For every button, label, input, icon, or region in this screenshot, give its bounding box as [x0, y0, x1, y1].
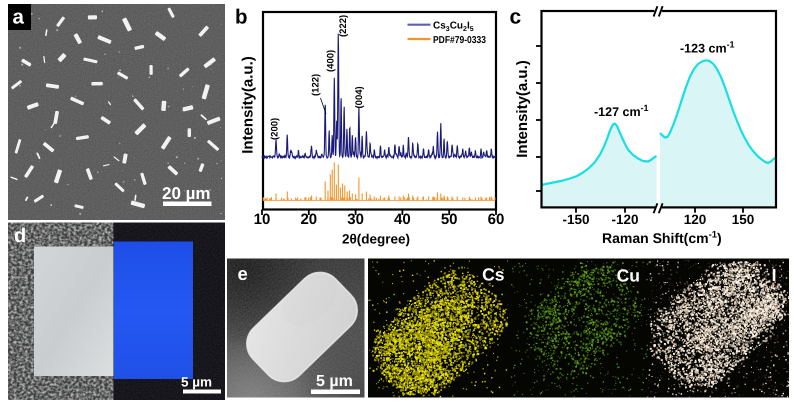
- svg-text:-127 cm-1: -127 cm-1: [594, 103, 649, 119]
- svg-text:-123 cm-1: -123 cm-1: [680, 40, 735, 56]
- svg-text:Cu: Cu: [617, 266, 640, 286]
- svg-text:30: 30: [347, 211, 364, 228]
- svg-text:c: c: [510, 6, 522, 29]
- svg-text:50: 50: [441, 211, 458, 228]
- svg-text:60: 60: [488, 211, 505, 228]
- svg-text:(400): (400): [326, 50, 337, 72]
- svg-text:(222): (222): [338, 15, 349, 37]
- svg-text:20 µm: 20 µm: [162, 184, 211, 203]
- svg-text:5 µm: 5 µm: [316, 373, 353, 390]
- svg-text:Raman Shift(cm-1): Raman Shift(cm-1): [602, 230, 722, 247]
- svg-text:b: b: [235, 6, 248, 29]
- svg-text:40: 40: [394, 211, 411, 228]
- svg-text:120: 120: [684, 212, 707, 227]
- svg-text:5 µm: 5 µm: [181, 375, 212, 390]
- svg-text:Intensity(a.u.): Intensity(a.u.): [514, 60, 531, 158]
- svg-text:a: a: [13, 6, 25, 29]
- svg-text:10: 10: [254, 211, 271, 228]
- svg-text:-120: -120: [611, 212, 638, 227]
- svg-text:-150: -150: [562, 212, 589, 227]
- svg-text:Cs: Cs: [482, 265, 505, 285]
- svg-text:(004): (004): [354, 86, 365, 108]
- svg-text:I: I: [772, 265, 777, 285]
- svg-text:20: 20: [300, 211, 317, 228]
- svg-text:2θ(degree): 2θ(degree): [342, 232, 410, 247]
- svg-text:(200): (200): [270, 118, 281, 140]
- svg-text:d: d: [14, 225, 26, 247]
- svg-text:Intensity(a.u.): Intensity(a.u.): [240, 56, 257, 154]
- svg-text:PDF#79-0333: PDF#79-0333: [433, 35, 486, 46]
- svg-text:e: e: [238, 263, 248, 284]
- svg-text:(122): (122): [311, 74, 322, 96]
- svg-text:150: 150: [732, 212, 755, 227]
- svg-text:Cs3Cu2I5: Cs3Cu2I5: [433, 21, 474, 34]
